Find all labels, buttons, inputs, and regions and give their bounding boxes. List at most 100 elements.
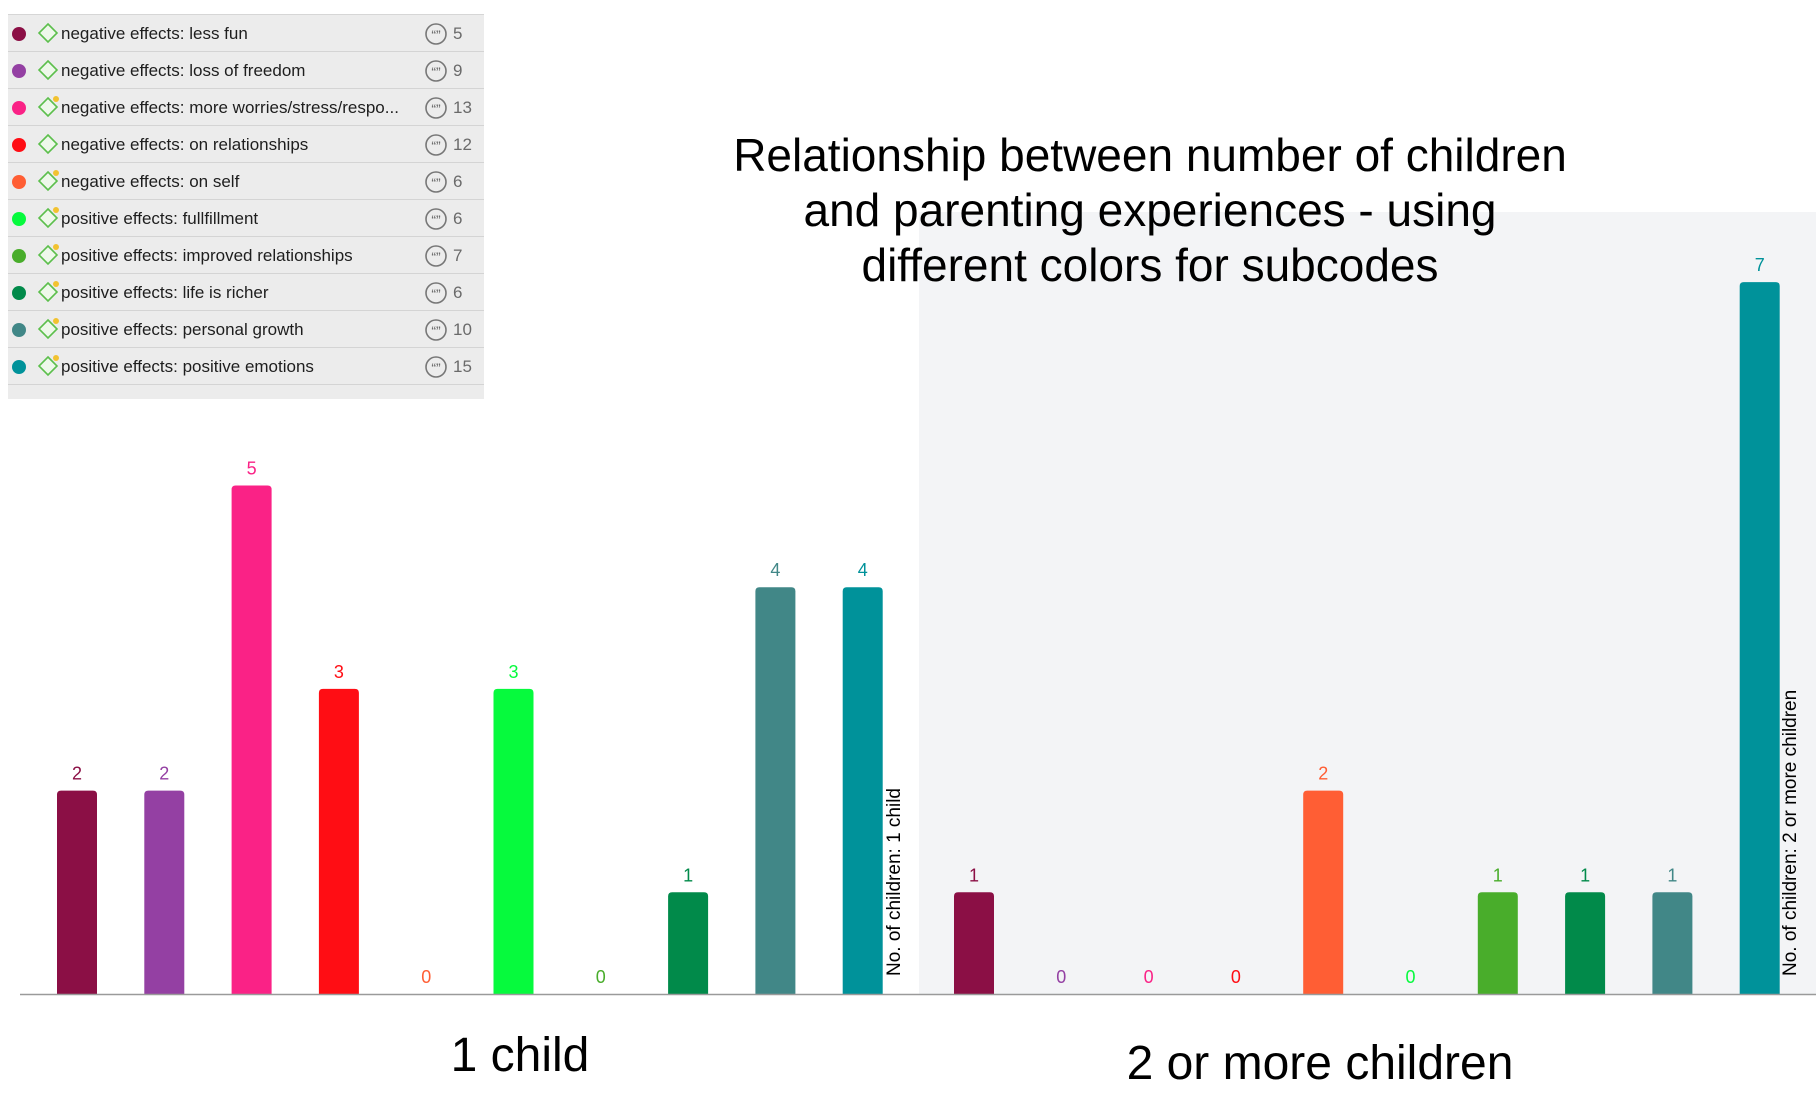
quotation-icon: “” xyxy=(425,60,447,82)
group-2-background xyxy=(919,212,1816,994)
code-memo-diamond-icon xyxy=(37,96,59,118)
code-list-item[interactable]: negative effects: on self “” 6 xyxy=(8,163,484,200)
bar-value-label: 7 xyxy=(1755,255,1765,275)
svg-text:“”: “” xyxy=(431,212,441,228)
svg-text:“”: “” xyxy=(431,323,441,339)
code-list-item[interactable]: positive effects: personal growth “” 10 xyxy=(8,311,484,348)
quotation-icon: “” xyxy=(425,134,447,156)
bar xyxy=(954,892,994,994)
bar-value-label: 5 xyxy=(247,459,257,479)
svg-text:“”: “” xyxy=(431,138,441,154)
svg-text:“”: “” xyxy=(431,249,441,265)
chart-title-line-3: different colors for subcodes xyxy=(861,239,1439,291)
quotation-icon: “” xyxy=(425,282,447,304)
code-diamond-icon xyxy=(37,59,59,81)
chart-title: Relationship between number of children … xyxy=(660,128,1640,293)
bar-value-label: 0 xyxy=(1405,967,1415,987)
bar-value-label: 2 xyxy=(159,764,169,784)
bar-value-label: 0 xyxy=(1231,967,1241,987)
code-color-dot xyxy=(12,286,26,300)
code-list-item[interactable]: positive effects: life is richer “” 6 xyxy=(8,274,484,311)
bar-value-label: 3 xyxy=(334,662,344,682)
bar-value-label: 0 xyxy=(1144,967,1154,987)
code-quotation-count: 12 xyxy=(453,135,472,154)
code-memo-diamond-icon xyxy=(37,170,59,192)
code-color-dot xyxy=(12,323,26,337)
bar-value-label: 2 xyxy=(1318,764,1328,784)
bar xyxy=(1565,892,1606,994)
code-quotation-count: 7 xyxy=(453,246,463,265)
code-list-item[interactable]: negative effects: loss of freedom “” 9 xyxy=(8,52,484,89)
code-quotation-count: 6 xyxy=(453,283,463,302)
quotation-icon: “” xyxy=(425,356,447,378)
bar-value-label: 1 xyxy=(1580,865,1590,885)
code-color-dot xyxy=(12,27,26,41)
bar xyxy=(493,688,534,994)
bar xyxy=(1652,892,1693,994)
code-list-item[interactable]: positive effects: fullfillment “” 6 xyxy=(8,200,484,237)
bar xyxy=(668,892,709,994)
code-quotation-count: 6 xyxy=(453,209,463,228)
bar xyxy=(755,587,796,994)
bar xyxy=(231,485,272,994)
bar xyxy=(318,688,359,994)
svg-text:“”: “” xyxy=(431,101,441,117)
group-label-2-or-more-children: 2 or more children xyxy=(1126,1037,1514,1090)
code-color-dot xyxy=(12,212,26,226)
bar-value-label: 2 xyxy=(72,764,82,784)
bar-value-label: 1 xyxy=(1493,865,1503,885)
quotation-icon: “” xyxy=(425,97,447,119)
code-memo-diamond-icon xyxy=(37,318,59,340)
code-memo-diamond-icon xyxy=(37,281,59,303)
group-label-1-child: 1 child xyxy=(450,1029,590,1082)
code-list-item[interactable]: positive effects: improved relationships… xyxy=(8,237,484,274)
code-list-item[interactable]: negative effects: less fun “” 5 xyxy=(8,15,484,52)
chart-title-line-1: Relationship between number of children xyxy=(733,129,1567,181)
code-color-dot xyxy=(12,138,26,152)
code-quotation-count: 5 xyxy=(453,24,463,43)
svg-text:“”: “” xyxy=(431,286,441,302)
code-memo-diamond-icon xyxy=(37,244,59,266)
bar-value-label: 0 xyxy=(596,967,606,987)
bar xyxy=(57,790,97,994)
quotation-icon: “” xyxy=(425,245,447,267)
code-quotation-count: 13 xyxy=(453,98,472,117)
svg-text:“”: “” xyxy=(431,27,441,43)
code-color-dot xyxy=(12,101,26,115)
code-list-item[interactable]: positive effects: positive emotions “” 15 xyxy=(8,348,484,385)
bar xyxy=(1303,790,1344,994)
bar-value-label: 4 xyxy=(858,560,868,580)
svg-text:“”: “” xyxy=(431,360,441,376)
code-quotation-count: 15 xyxy=(453,357,472,376)
code-color-dot xyxy=(12,175,26,189)
bar xyxy=(144,790,185,994)
bar xyxy=(1739,282,1780,995)
bar-value-label: 1 xyxy=(1667,865,1677,885)
code-color-dot xyxy=(12,360,26,374)
bar-value-label: 1 xyxy=(969,865,979,885)
code-list-item[interactable]: negative effects: on relationships “” 12 xyxy=(8,126,484,163)
code-memo-diamond-icon xyxy=(37,355,59,377)
bar-value-label: 0 xyxy=(1056,967,1066,987)
svg-text:“”: “” xyxy=(431,175,441,191)
chart-title-line-2: and parenting experiences - using xyxy=(803,184,1497,236)
code-diamond-icon xyxy=(37,22,59,44)
bar xyxy=(1477,892,1518,994)
code-quotation-count: 9 xyxy=(453,61,463,80)
bar-value-label: 3 xyxy=(508,662,518,682)
group-axis-label: No. of children: 2 or more children xyxy=(1780,690,1801,976)
code-color-dot xyxy=(12,64,26,78)
code-color-dot xyxy=(12,249,26,263)
bar xyxy=(842,587,883,994)
code-list-item[interactable]: negative effects: more worries/stress/re… xyxy=(8,89,484,126)
code-quotation-count: 6 xyxy=(453,172,463,191)
code-quotation-count: 10 xyxy=(453,320,472,339)
quotation-icon: “” xyxy=(425,171,447,193)
svg-text:“”: “” xyxy=(431,64,441,80)
bar-value-label: 1 xyxy=(683,865,693,885)
bar-value-label: 0 xyxy=(421,967,431,987)
quotation-icon: “” xyxy=(425,319,447,341)
code-list-panel: negative effects: less fun “” 5 negative ef… xyxy=(8,14,484,399)
quotation-icon: “” xyxy=(425,208,447,230)
